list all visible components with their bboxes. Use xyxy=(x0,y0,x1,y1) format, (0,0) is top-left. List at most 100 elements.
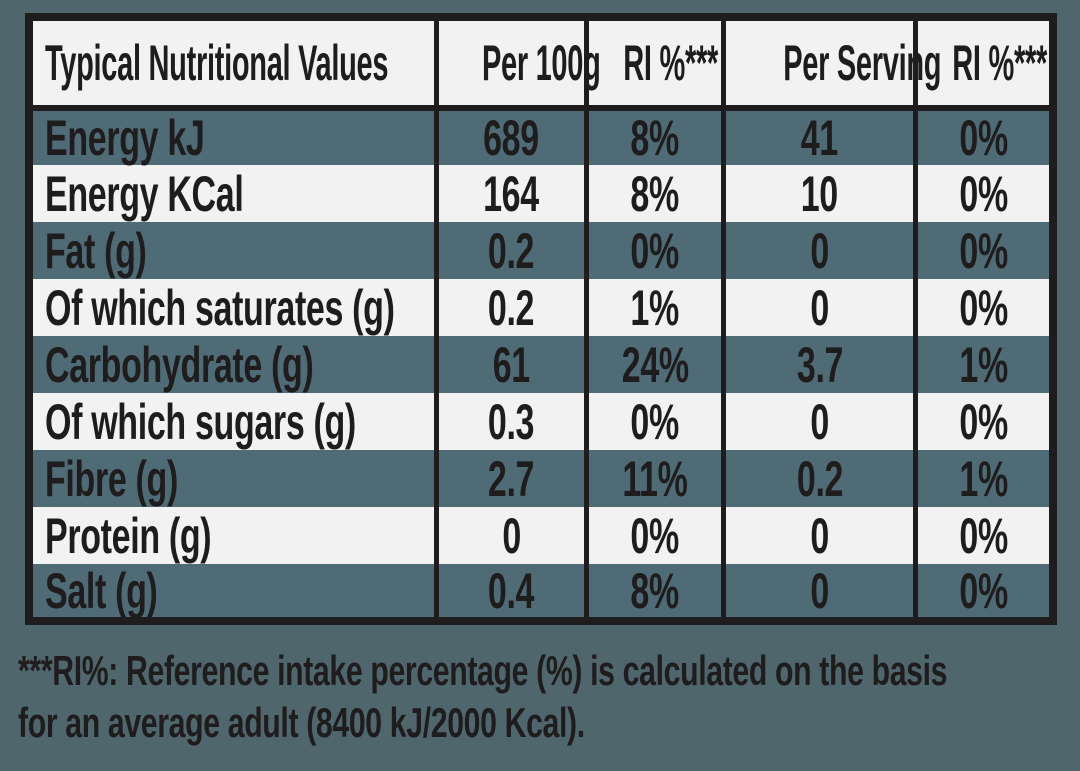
cell-value: 0.2 xyxy=(488,222,535,279)
cell-per-100g: 61 xyxy=(433,336,587,393)
cell-value: Fat (g) xyxy=(45,222,147,279)
cell-per-100g: 689 xyxy=(433,108,587,166)
cell-value: 8% xyxy=(630,562,680,619)
cell-value: 24% xyxy=(621,336,689,393)
cell-value: 0 xyxy=(810,393,829,450)
cell-ri-100g: 0% xyxy=(583,222,724,279)
cell-value: 0% xyxy=(959,110,1008,166)
cell-value: 61 xyxy=(492,336,530,393)
table-row: Carbohydrate (g) 61 24% 3.7 1% xyxy=(29,336,1053,393)
cell-per-100g: 2.7 xyxy=(433,450,587,507)
cell-value: 0.2 xyxy=(796,450,844,507)
header-per-100g-text: Per 100g xyxy=(481,35,601,91)
cell-value: 0 xyxy=(501,507,521,564)
table-header: Typical Nutritional Values Per 100g RI %… xyxy=(29,17,1053,111)
cell-value: 0% xyxy=(630,393,680,450)
cell-value: 1% xyxy=(959,450,1008,507)
cell-nutrient-label: Fibre (g) xyxy=(29,450,436,507)
cell-nutrient-label: Energy KCal xyxy=(29,165,436,222)
cell-value: 0% xyxy=(959,507,1008,564)
cell-value: 10 xyxy=(801,165,839,222)
cell-nutrient-label: Of which saturates (g) xyxy=(29,279,436,336)
footnote-line-2: for an average adult (8400 kJ/2000 Kcal)… xyxy=(18,697,1080,749)
cell-ri-100g: 1% xyxy=(583,279,724,336)
table-row: Fat (g) 0.2 0% 0 0% xyxy=(29,222,1053,279)
cell-per-100g: 164 xyxy=(433,165,587,222)
cell-per-100g: 0 xyxy=(433,507,587,564)
cell-nutrient-label: Salt (g) xyxy=(29,564,436,621)
header-nutrient-text: Typical Nutritional Values xyxy=(45,35,389,91)
cell-ri-serving: 0% xyxy=(913,507,1053,564)
cell-ri-serving: 0% xyxy=(913,165,1053,222)
cell-value: 0% xyxy=(959,222,1008,279)
cell-value: 8% xyxy=(630,165,680,222)
cell-per-serving: 0.2 xyxy=(720,450,916,507)
cell-value: 3.7 xyxy=(796,336,844,393)
cell-value: 2.7 xyxy=(488,450,535,507)
cell-nutrient-label: Protein (g) xyxy=(29,507,436,564)
cell-per-serving: 0 xyxy=(720,507,916,564)
cell-value: Carbohydrate (g) xyxy=(45,336,314,393)
cell-per-serving: 0 xyxy=(720,279,916,336)
cell-value: 8% xyxy=(630,110,680,166)
cell-per-100g: 0.2 xyxy=(433,222,587,279)
cell-ri-100g: 0% xyxy=(583,507,724,564)
cell-value: Salt (g) xyxy=(45,562,158,619)
table-body: Energy kJ 689 8% 41 0% Energy KCal 164 8… xyxy=(29,108,1053,621)
cell-value: Of which saturates (g) xyxy=(45,279,395,336)
cell-value: Energy kJ xyxy=(45,110,205,166)
cell-ri-100g: 0% xyxy=(583,393,724,450)
cell-ri-serving: 0% xyxy=(913,108,1053,166)
footnote-line-1: ***RI%: Reference intake percentage (%) … xyxy=(18,645,1080,697)
cell-value: 0 xyxy=(810,562,829,619)
footnote-text: for an average adult (8400 kJ/2000 Kcal)… xyxy=(18,699,585,746)
footnote-text: ***RI%: Reference intake percentage (%) … xyxy=(18,647,948,694)
cell-ri-serving: 0% xyxy=(913,222,1053,279)
cell-value: 164 xyxy=(483,165,540,222)
cell-value: 1% xyxy=(630,279,680,336)
cell-value: 0 xyxy=(810,222,829,279)
cell-per-serving: 0 xyxy=(720,562,916,621)
ri-footnote: ***RI%: Reference intake percentage (%) … xyxy=(18,645,1080,749)
cell-value: Of which sugars (g) xyxy=(45,393,356,450)
cell-ri-serving: 0% xyxy=(913,279,1053,336)
header-per-100g: Per 100g xyxy=(433,17,601,111)
cell-value: 0% xyxy=(959,562,1008,619)
cell-value: 1% xyxy=(959,336,1008,393)
cell-value: Fibre (g) xyxy=(45,450,178,507)
cell-value: 0% xyxy=(959,279,1008,336)
cell-value: 0% xyxy=(959,165,1008,222)
cell-ri-serving: 0% xyxy=(913,393,1053,450)
cell-per-serving: 41 xyxy=(720,108,916,166)
cell-value: Protein (g) xyxy=(45,507,212,564)
cell-nutrient-label: Of which sugars (g) xyxy=(29,393,436,450)
cell-value: 41 xyxy=(801,110,839,166)
header-per-serving-text: Per Serving xyxy=(783,35,942,91)
table-row: Fibre (g) 2.7 11% 0.2 1% xyxy=(29,450,1053,507)
cell-ri-serving: 1% xyxy=(913,450,1053,507)
cell-value: 0.4 xyxy=(488,562,535,619)
cell-nutrient-label: Carbohydrate (g) xyxy=(29,336,436,393)
table-row: Protein (g) 0 0% 0 0% xyxy=(29,507,1053,564)
cell-per-100g: 0.3 xyxy=(433,393,587,450)
cell-value: 0% xyxy=(630,222,680,279)
cell-nutrient-label: Energy kJ xyxy=(29,108,436,165)
cell-per-serving: 0 xyxy=(720,393,916,450)
cell-value: 0.2 xyxy=(488,279,535,336)
cell-value: Energy KCal xyxy=(45,165,244,222)
cell-per-serving: 10 xyxy=(720,165,916,222)
table-row: Energy kJ 689 8% 41 0% xyxy=(29,108,1053,165)
header-row: Typical Nutritional Values Per 100g RI %… xyxy=(29,17,1053,111)
cell-ri-100g: 24% xyxy=(583,336,724,393)
cell-per-100g: 0.2 xyxy=(433,279,587,336)
cell-value: 689 xyxy=(483,110,540,166)
table-row: Salt (g) 0.4 8% 0 0% xyxy=(29,564,1053,621)
cell-nutrient-label: Fat (g) xyxy=(29,222,436,279)
cell-per-100g: 0.4 xyxy=(433,562,587,621)
table-row: Of which saturates (g) 0.2 1% 0 0% xyxy=(29,279,1053,336)
cell-per-serving: 3.7 xyxy=(720,336,916,393)
table-row: Energy KCal 164 8% 10 0% xyxy=(29,165,1053,222)
cell-ri-100g: 11% xyxy=(583,450,724,507)
cell-per-serving: 0 xyxy=(720,222,916,279)
